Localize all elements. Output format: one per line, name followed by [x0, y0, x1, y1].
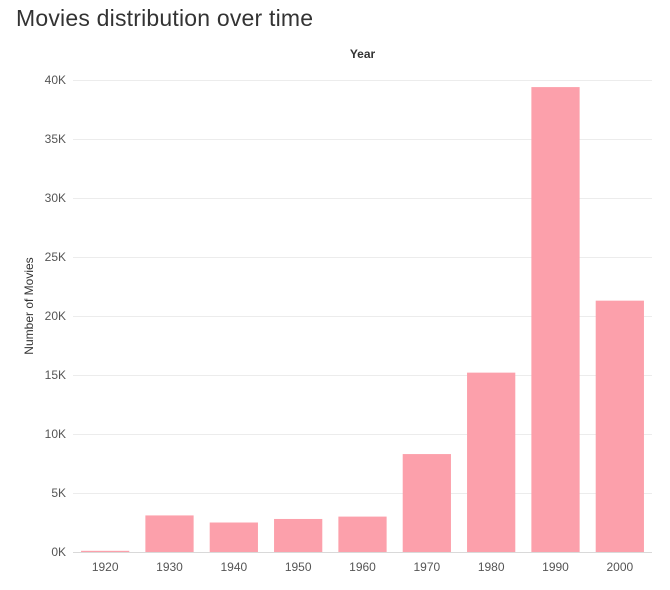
bars [81, 87, 644, 552]
y-tick-label: 35K [45, 132, 66, 146]
y-axis-title: Number of Movies [22, 257, 36, 354]
x-axis-header: Year [350, 47, 376, 61]
x-tick-label: 1930 [156, 560, 183, 574]
x-tick-label: 2000 [606, 560, 633, 574]
x-tick-label: 1940 [220, 560, 247, 574]
x-tick-label: 1960 [349, 560, 376, 574]
bar-1930[interactable] [145, 515, 193, 552]
bar-1920[interactable] [81, 551, 129, 552]
y-tick-label: 15K [45, 368, 66, 382]
bar-1980[interactable] [467, 373, 515, 552]
bar-1990[interactable] [531, 87, 579, 552]
y-tick-label: 0K [51, 545, 66, 559]
y-tick-label: 10K [45, 427, 66, 441]
x-tick-label: 1980 [478, 560, 505, 574]
y-tick-label: 20K [45, 309, 66, 323]
bar-2000[interactable] [596, 301, 644, 552]
bar-1970[interactable] [403, 454, 451, 552]
x-tick-label: 1990 [542, 560, 569, 574]
y-tick-label: 30K [45, 191, 66, 205]
bar-1950[interactable] [274, 519, 322, 552]
y-tick-label: 5K [51, 486, 66, 500]
y-tick-label: 40K [45, 73, 66, 87]
x-tick-label: 1970 [413, 560, 440, 574]
x-tick-label: 1950 [285, 560, 312, 574]
x-tick-label: 1920 [92, 560, 119, 574]
bar-1940[interactable] [210, 523, 258, 553]
bar-1960[interactable] [338, 517, 386, 552]
y-tick-label: 25K [45, 250, 66, 264]
